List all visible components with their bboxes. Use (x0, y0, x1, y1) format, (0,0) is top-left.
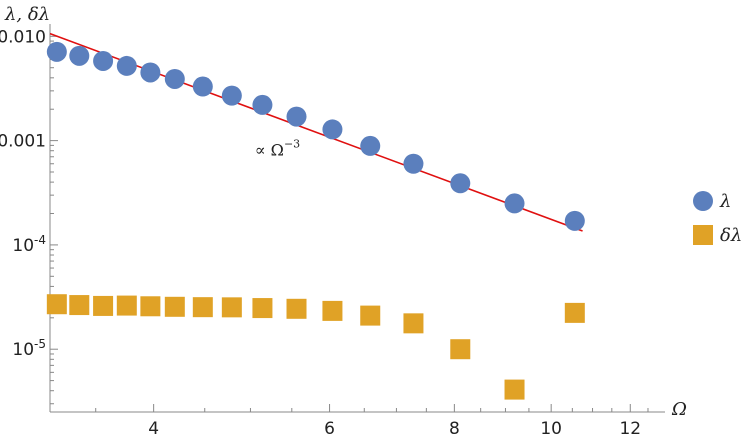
delta-lambda-point (140, 296, 161, 317)
delta-lambda-point (564, 302, 585, 323)
lambda-point (69, 45, 90, 66)
delta-lambda-point (221, 297, 242, 318)
lambda-point (403, 153, 424, 174)
x-tick-label: 10 (540, 419, 562, 437)
legend-lambda-label: λ (719, 191, 731, 212)
delta-lambda-point (403, 313, 424, 334)
delta-lambda-point (69, 295, 90, 316)
x-axis-title: Ω (671, 399, 687, 420)
lambda-point (322, 119, 343, 140)
lambda-point (192, 76, 213, 97)
lambda-point (116, 55, 137, 76)
legend-delta-lambda-label: δλ (720, 225, 742, 246)
delta-lambda-point (286, 298, 307, 319)
y-axis-title: λ, δλ (4, 4, 50, 25)
lambda-point (221, 85, 242, 106)
lambda-point (286, 106, 307, 127)
x-tick-label: 6 (324, 419, 335, 437)
delta-lambda-point (46, 294, 67, 315)
x-tick-label: 4 (148, 419, 159, 437)
delta-lambda-point (252, 298, 273, 319)
fit-line (49, 32, 583, 232)
lambda-point (360, 135, 381, 156)
delta-lambda-point (504, 379, 525, 400)
delta-lambda-point (450, 339, 471, 360)
legend: λ δλ (693, 191, 742, 246)
delta-lambda-point (360, 305, 381, 326)
lambda-point (252, 94, 273, 115)
delta-lambda-point (164, 296, 185, 317)
lambda-point (93, 50, 114, 71)
lambda-point (140, 62, 161, 83)
legend-delta-lambda-marker (693, 225, 713, 245)
lambda-point (504, 193, 525, 214)
y-tick-label: 0.010 (0, 27, 46, 47)
lambda-point (46, 41, 67, 62)
delta-lambda-point (322, 300, 343, 321)
ticks: 4 6 8 10 12 0.010 0.001 10-4 10-5 (0, 27, 649, 437)
axes (49, 24, 665, 413)
y-tick-label: 0.001 (0, 132, 46, 152)
data-marks (46, 41, 585, 400)
y-tick-label: 10-4 (12, 233, 46, 256)
delta-lambda-point (93, 295, 114, 316)
lambda-point (450, 173, 471, 194)
fit-annotation: ∝ Ω−3 (255, 137, 300, 159)
legend-lambda-marker (693, 191, 713, 211)
lambda-point (164, 68, 185, 89)
y-tick-label: 10-5 (12, 337, 46, 360)
delta-lambda-point (192, 297, 213, 318)
lambda-point (564, 210, 585, 231)
delta-lambda-point (116, 295, 137, 316)
x-tick-label: 8 (449, 419, 460, 437)
x-tick-label: 12 (619, 419, 641, 437)
